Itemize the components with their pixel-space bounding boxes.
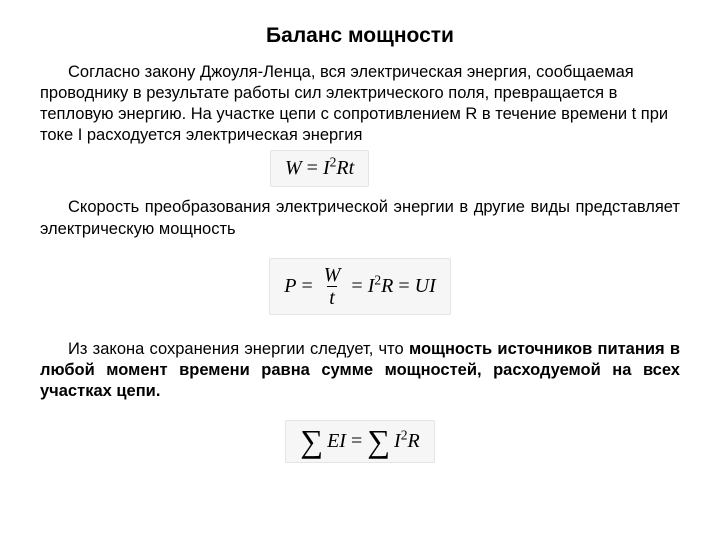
paragraph-1: Согласно закону Джоуля-Ленца, вся электр… — [40, 62, 680, 146]
page-title: Баланс мощности — [40, 24, 680, 48]
formula-1: W = I2Rt — [270, 150, 369, 187]
f1-lhs: W — [285, 157, 302, 180]
eq-sign: = — [302, 157, 323, 180]
f1-rhs: I2Rt — [323, 157, 354, 180]
para3-plain: Из закона сохранения энергии следует, чт… — [68, 340, 409, 358]
formula-1-row: W = I2Rt — [270, 150, 680, 187]
formula-3: ∑ EI = ∑ I2R — [285, 420, 434, 463]
f2-lhs: P — [284, 275, 296, 298]
formula-2: P = W t = I2R = UI — [269, 258, 451, 315]
formula-3-row: ∑ EI = ∑ I2R — [40, 420, 680, 463]
eq-sign: = — [346, 275, 367, 298]
eq-sign: = — [296, 275, 317, 298]
f2-mid: I2R — [368, 275, 394, 298]
paragraph-2: Скорость преобразования электрической эн… — [40, 197, 680, 239]
paragraph-3: Из закона сохранения энергии следует, чт… — [40, 339, 680, 402]
f2-rhs: UI — [415, 275, 436, 298]
f2-frac: W t — [322, 265, 343, 308]
eq-sign: = — [346, 430, 367, 453]
sigma-icon: ∑ — [367, 427, 390, 456]
sigma-icon: ∑ — [300, 427, 323, 456]
eq-sign: = — [393, 275, 414, 298]
f3-lhs: EI — [327, 430, 346, 453]
f3-rhs: I2R — [394, 430, 420, 453]
formula-2-row: P = W t = I2R = UI — [40, 258, 680, 315]
